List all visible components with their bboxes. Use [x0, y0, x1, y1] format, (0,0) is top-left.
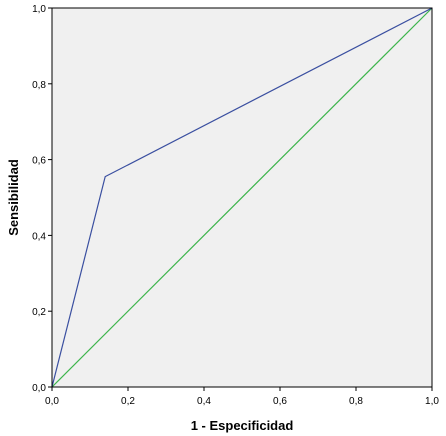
- roc-curve-line: [51, 7, 433, 388]
- x-tick-label: 0,8: [349, 396, 363, 407]
- y-tick-label: 1,0: [32, 4, 46, 15]
- x-tick-label: 0,6: [273, 396, 287, 407]
- x-tick-label: 1,0: [425, 396, 439, 407]
- y-tick-label: 0,2: [32, 307, 46, 318]
- y-tick-label: 0,8: [32, 80, 46, 91]
- series-layer: [51, 7, 433, 388]
- y-axis-title: Sensibilidad: [6, 159, 21, 236]
- x-axis: 0,0 0,2 0,4 0,6 0,8 1,0: [45, 387, 439, 407]
- x-tick-label: 0,4: [197, 396, 211, 407]
- x-tick-label: 0,0: [45, 396, 59, 407]
- x-axis-title: 1 - Especificidad: [191, 418, 294, 433]
- plot-frame: [51, 7, 433, 388]
- y-tick-label: 0,4: [32, 231, 46, 242]
- x-tick-label: 0,2: [121, 396, 135, 407]
- reference-diagonal-line: [51, 7, 433, 388]
- y-tick-label: 0,0: [32, 383, 46, 394]
- y-tick-label: 0,6: [32, 156, 46, 167]
- y-axis: 0,0 0,2 0,4 0,6 0,8 1,0: [32, 4, 52, 394]
